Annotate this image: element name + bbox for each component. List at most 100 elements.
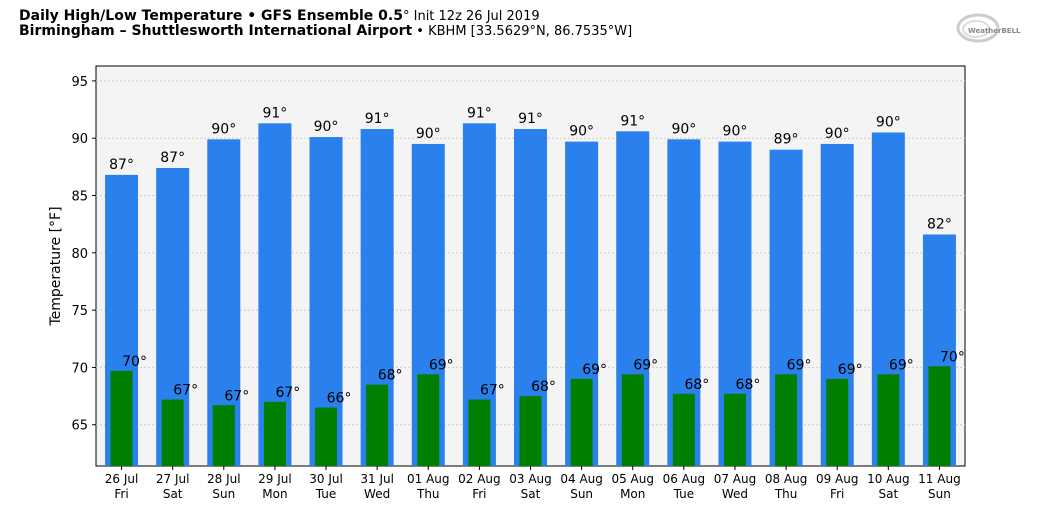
x-tick-date: 06 Aug — [663, 472, 706, 486]
low-label: 68° — [684, 377, 709, 393]
station-info: • KBHM [33.5629°N, 86.7535°W] — [412, 24, 633, 39]
low-label: 68° — [378, 368, 403, 384]
high-label: 89° — [774, 132, 799, 148]
low-label: 68° — [531, 379, 556, 395]
title-main: Daily High/Low Temperature • GFS Ensembl… — [19, 8, 403, 24]
low-bar — [775, 374, 798, 466]
x-tick-date: 02 Aug — [458, 472, 501, 486]
low-label: 69° — [889, 357, 914, 373]
high-label: 87° — [109, 157, 134, 173]
high-label: 90° — [671, 121, 696, 137]
station-name: Birmingham – Shuttlesworth International… — [19, 23, 413, 39]
high-label: 82° — [927, 216, 952, 232]
x-tick-date: 31 Jul — [360, 472, 394, 486]
low-label: 68° — [736, 377, 761, 393]
x-tick-date: 11 Aug — [918, 472, 961, 486]
low-bar — [110, 370, 133, 466]
y-tick-label: 65 — [71, 419, 88, 434]
low-bar — [519, 396, 542, 466]
y-tick-label: 80 — [71, 247, 88, 262]
low-bar — [826, 378, 849, 466]
low-label: 69° — [838, 362, 863, 378]
x-tick-date: 01 Aug — [407, 472, 450, 486]
high-label: 90° — [825, 126, 850, 142]
x-tick-date: 07 Aug — [714, 472, 757, 486]
x-tick-weekday: Sun — [928, 487, 951, 501]
y-axis-label: Temperature [°F] — [48, 206, 64, 326]
x-tick-weekday: Wed — [722, 487, 748, 501]
x-tick-date: 28 Jul — [207, 472, 241, 486]
x-tick-weekday: Sun — [570, 487, 593, 501]
x-tick-weekday: Fri — [830, 487, 844, 501]
logo-text: WeatherBELL — [968, 27, 1021, 35]
x-tick-date: 05 Aug — [611, 472, 654, 486]
chart-subtitle: Birmingham – Shuttlesworth International… — [19, 23, 632, 39]
low-label: 69° — [429, 357, 454, 373]
low-label: 70° — [940, 349, 965, 365]
y-tick-label: 75 — [71, 304, 88, 319]
high-label: 90° — [211, 121, 236, 137]
x-tick-date: 09 Aug — [816, 472, 859, 486]
low-bar — [366, 384, 389, 466]
x-tick-date: 29 Jul — [258, 472, 292, 486]
low-bar — [877, 374, 900, 466]
y-tick-label: 85 — [71, 190, 88, 205]
x-tick-weekday: Mon — [620, 487, 645, 501]
high-label: 90° — [314, 119, 339, 135]
x-tick-date: 10 Aug — [867, 472, 910, 486]
title-init: Init 12z 26 Jul 2019 — [409, 9, 540, 24]
low-label: 69° — [633, 357, 658, 373]
high-label: 91° — [365, 111, 390, 127]
x-tick-date: 30 Jul — [309, 472, 343, 486]
low-label: 67° — [224, 388, 249, 404]
low-label: 67° — [275, 385, 300, 401]
high-label: 90° — [876, 114, 901, 130]
y-tick-label: 90 — [71, 132, 88, 147]
low-bar — [417, 374, 440, 466]
low-bar — [161, 399, 184, 466]
high-label: 87° — [160, 150, 185, 166]
x-tick-weekday: Wed — [364, 487, 390, 501]
low-label: 66° — [327, 391, 352, 407]
high-label: 91° — [467, 105, 492, 121]
weatherbell-logo: WeatherBELL — [956, 13, 1021, 43]
low-label: 69° — [582, 362, 607, 378]
low-bar — [723, 393, 746, 466]
x-tick-weekday: Fri — [472, 487, 486, 501]
x-tick-weekday: Fri — [114, 487, 128, 501]
low-label: 67° — [480, 383, 505, 399]
high-label: 91° — [620, 113, 645, 129]
low-bar — [928, 366, 951, 466]
x-tick-weekday: Sat — [521, 487, 541, 501]
x-tick-weekday: Tue — [673, 487, 695, 501]
low-label: 69° — [787, 357, 812, 373]
x-tick-date: 08 Aug — [765, 472, 808, 486]
low-bar — [621, 374, 644, 466]
low-bar — [570, 378, 593, 466]
low-bar — [263, 401, 286, 466]
high-label: 90° — [569, 124, 594, 140]
chart-title: Daily High/Low Temperature • GFS Ensembl… — [19, 8, 540, 24]
high-label: 90° — [416, 126, 441, 142]
low-bar — [672, 393, 695, 466]
high-label: 90° — [723, 124, 748, 140]
low-bar — [468, 399, 491, 466]
x-tick-weekday: Sat — [878, 487, 898, 501]
x-tick-weekday: Mon — [262, 487, 287, 501]
x-tick-date: 27 Jul — [156, 472, 190, 486]
high-label: 91° — [262, 105, 287, 121]
high-label: 91° — [518, 111, 543, 127]
x-tick-weekday: Sun — [212, 487, 235, 501]
y-tick-label: 95 — [71, 75, 88, 90]
x-tick-weekday: Thu — [774, 487, 798, 501]
low-bar — [315, 407, 338, 466]
title-degree: ° — [402, 9, 410, 24]
x-tick-weekday: Tue — [315, 487, 337, 501]
x-tick-weekday: Sat — [163, 487, 183, 501]
x-tick-date: 04 Aug — [560, 472, 603, 486]
low-label: 70° — [122, 354, 147, 370]
x-tick-date: 26 Jul — [105, 472, 139, 486]
x-tick-weekday: Thu — [416, 487, 440, 501]
x-tick-date: 03 Aug — [509, 472, 552, 486]
